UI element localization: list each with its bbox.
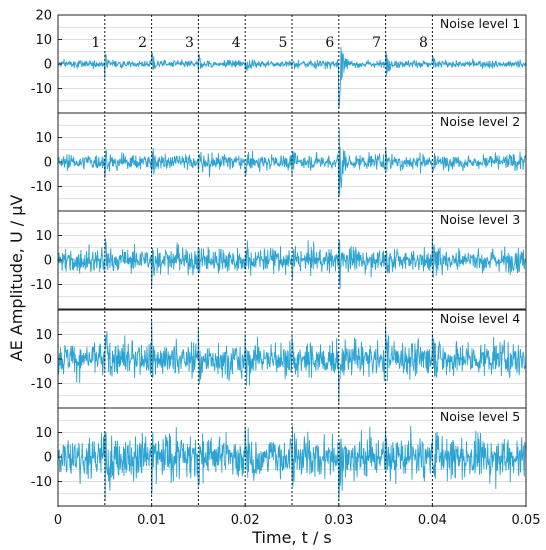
y-tick-label: 0 (44, 451, 52, 466)
event-label-4: 4 (232, 35, 241, 51)
y-tick-label: 0 (44, 353, 52, 368)
panel-2: 10 0 -10 Noise level 2 (31, 112, 527, 212)
y-tick-label: -10 (31, 82, 52, 97)
event-label-1: 1 (91, 35, 100, 51)
y-tick-label: 10 (35, 328, 52, 343)
x-tick-label: 0.05 (512, 513, 541, 528)
event-label-7: 7 (372, 35, 381, 51)
x-axis-label: Time, t / s (251, 528, 332, 547)
signal-trace (57, 318, 527, 406)
y-tick-label: 10 (35, 426, 52, 441)
panel-title: Noise level 1 (434, 16, 525, 32)
x-tick-label: 0.01 (137, 513, 166, 528)
event-label-8: 8 (419, 35, 428, 51)
svg-text:Noise level 5: Noise level 5 (440, 409, 520, 424)
y-tick-label: 10 (35, 131, 52, 146)
signal-trace (57, 425, 527, 502)
event-label-6: 6 (325, 35, 334, 51)
y-tick-label: 20 (35, 9, 52, 24)
svg-text:Noise level 4: Noise level 4 (440, 311, 520, 326)
event-markers: 1 2 3 4 5 6 7 8 (91, 15, 433, 507)
y-axis-label: AE Amplitude, U / μV (7, 195, 26, 362)
svg-text:Noise level 1: Noise level 1 (440, 16, 520, 31)
y-tick-label: 10 (35, 229, 52, 244)
event-label-2: 2 (138, 35, 147, 51)
y-tick-label: -10 (31, 180, 52, 195)
x-tick-label: 0.03 (324, 513, 353, 528)
signal-trace (57, 46, 527, 109)
svg-text:Noise level 2: Noise level 2 (440, 114, 520, 129)
x-tick-label: 0 (54, 513, 62, 528)
y-tick-label: 10 (35, 33, 52, 48)
panel-title: Noise level 4 (434, 311, 525, 327)
panel-title: Noise level 5 (434, 409, 525, 425)
panel-title: Noise level 2 (434, 114, 525, 130)
y-tick-label: 0 (44, 156, 52, 171)
event-label-3: 3 (185, 35, 194, 51)
y-tick-label: -10 (31, 278, 52, 293)
y-tick-label: -10 (31, 475, 52, 490)
y-tick-label: -10 (31, 377, 52, 392)
y-tick-label: 0 (44, 254, 52, 269)
x-tick-label: 0.04 (418, 513, 447, 528)
svg-text:Noise level 3: Noise level 3 (440, 212, 520, 227)
x-axis: 0 0.01 0.02 0.03 0.04 0.05 (54, 503, 541, 528)
event-label-5: 5 (279, 35, 288, 51)
panel-title: Noise level 3 (434, 212, 525, 228)
x-tick-label: 0.02 (231, 513, 260, 528)
y-tick-label: 0 (44, 58, 52, 73)
